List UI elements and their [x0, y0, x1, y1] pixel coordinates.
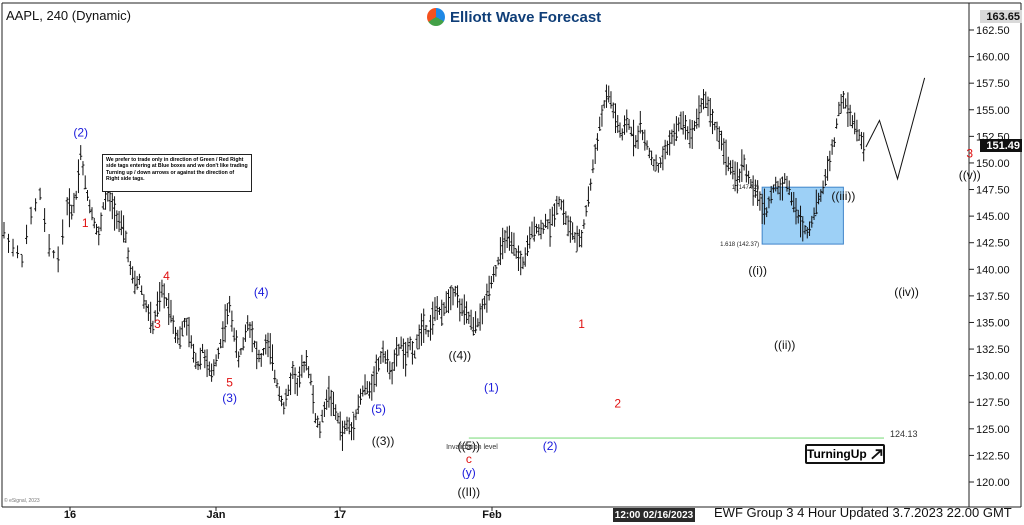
y-tick-label: 157.50 — [976, 78, 1010, 90]
invalidation-label: Invalidation level — [446, 444, 498, 451]
wave-label: 5 — [226, 375, 233, 389]
wave-label: ((iv)) — [894, 285, 919, 299]
y-tick-label: 135.00 — [976, 317, 1010, 329]
wave-label: (5) — [371, 402, 386, 416]
wave-label: (3) — [222, 391, 237, 405]
wave-label: ((ii)) — [774, 338, 795, 352]
y-tick-label: 145.00 — [976, 211, 1010, 223]
blue-box-top-label: 1 (147.72) — [732, 185, 759, 191]
wave-label: ((v)) — [959, 168, 981, 182]
wave-label: ((5)) — [457, 439, 480, 453]
y-tick-label: 160.00 — [976, 52, 1010, 64]
wave-label: 1 — [82, 216, 89, 230]
x-tick-label: 17 — [334, 509, 346, 521]
wave-label: (4) — [254, 285, 269, 299]
wave-label: 4 — [163, 269, 170, 283]
wave-label: (1) — [484, 381, 499, 395]
y-axis: 162.50160.00157.50155.00152.50150.00147.… — [969, 25, 1010, 489]
wave-label: ((4)) — [448, 349, 471, 363]
wave-label: ((i)) — [748, 264, 767, 278]
y-tick-label: 155.00 — [976, 105, 1010, 117]
wave-label: 1 — [578, 317, 585, 331]
wave-label: ((iii)) — [831, 189, 855, 203]
elliott-wave-logo-icon — [427, 8, 445, 26]
x-tick-label: Feb — [482, 509, 502, 521]
y-tick-label: 125.00 — [976, 424, 1010, 436]
wave-labels: (2) 1 2 4 3 5 (3) (4) (5) ((3)) ((4)) (1) ((5))c(y) (… — [73, 125, 981, 499]
trading-note: We prefer to trade only in direction of … — [102, 154, 252, 192]
wave-label: ((II)) — [457, 485, 480, 499]
price-candles — [2, 84, 866, 451]
wave-label: (2) — [543, 439, 558, 453]
brand-logo: Elliott Wave Forecast — [427, 6, 601, 28]
turning-up-label: TurningUp — [807, 447, 867, 461]
y-tick-label: 142.50 — [976, 238, 1010, 250]
wave-label: 3 — [966, 147, 973, 161]
brand-name: Elliott Wave Forecast — [450, 8, 602, 26]
wave-label: (y) — [462, 466, 476, 480]
y-tick-label: 132.50 — [976, 344, 1010, 356]
last-price-box: 151.49 — [980, 139, 1022, 152]
blue-box-bottom-label: 1.618 (142.37) — [720, 242, 759, 248]
wave-label: 2 — [614, 397, 621, 411]
top-price-box: 163.65 — [980, 10, 1022, 23]
projection-path — [865, 77, 926, 181]
y-tick-label: 130.00 — [976, 371, 1010, 383]
chart-title: AAPL, 240 (Dynamic) — [6, 8, 131, 23]
x-tick-label: Jan — [207, 509, 226, 521]
y-tick-label: 150.00 — [976, 158, 1010, 170]
wave-label: c — [466, 452, 472, 466]
y-tick-label: 140.00 — [976, 264, 1010, 276]
y-tick-label: 162.50 — [976, 25, 1010, 37]
turning-up-badge: TurningUp — [805, 444, 885, 464]
x-axis: 16 Jan 17 Feb — [64, 507, 502, 521]
y-tick-label: 122.50 — [976, 450, 1010, 462]
esignal-copyright: © eSignal, 2023 — [4, 498, 40, 504]
wave-label: (2) — [73, 125, 88, 139]
y-tick-label: 147.50 — [976, 185, 1010, 197]
crosshair-date-box: 12:00 02/16/2023 — [613, 508, 695, 522]
wave-label: ((3)) — [372, 434, 395, 448]
arrow-up-right-icon — [871, 449, 883, 460]
y-tick-label: 120.00 — [976, 477, 1010, 489]
x-tick-label: 16 — [64, 509, 76, 521]
y-tick-label: 137.50 — [976, 291, 1010, 303]
invalidation-value: 124.13 — [890, 429, 918, 439]
footer-update-text: EWF Group 3 4 Hour Updated 3.7.2023 22.0… — [714, 505, 1012, 520]
y-tick-label: 127.50 — [976, 397, 1010, 409]
wave-label: 3 — [154, 317, 161, 331]
